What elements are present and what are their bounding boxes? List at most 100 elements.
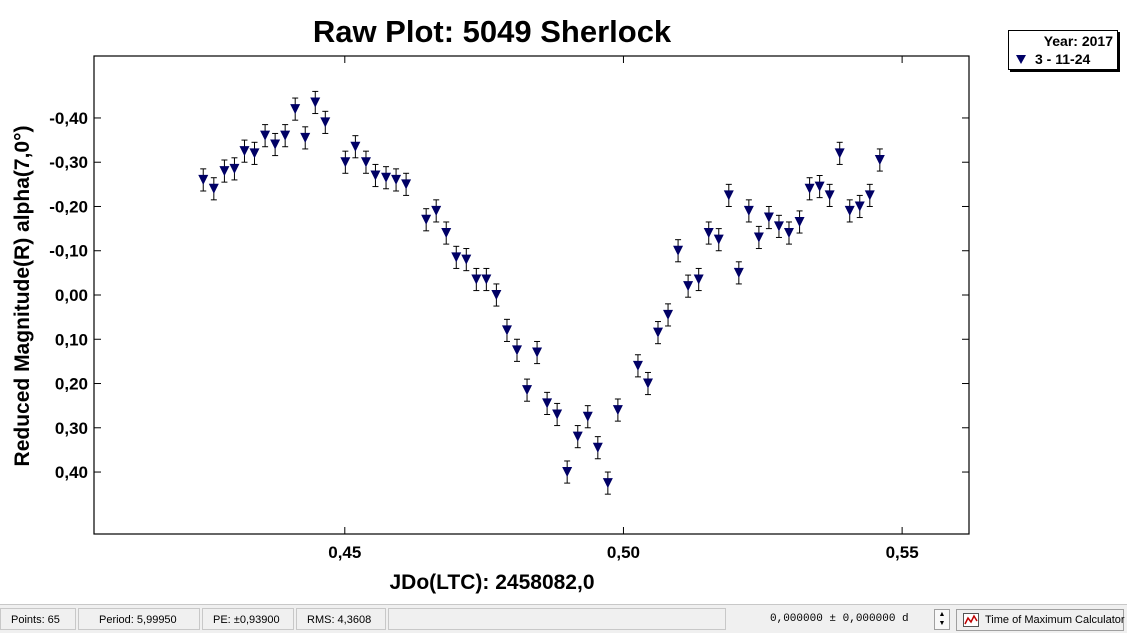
data-point [320,117,331,128]
data-point [249,148,260,159]
y-tick-label: -0,20 [49,197,88,216]
data-point [552,409,563,420]
data-point [239,146,250,157]
data-point [592,442,603,453]
data-point [693,274,704,285]
calculator-chart-icon [963,613,979,627]
y-axis: -0,40 -0,30 -0,20 -0,10 0,00 0,10 0,20 0,30 0,40 [49,109,969,482]
data-point [501,325,512,336]
data-point [804,183,815,194]
data-point [451,252,462,263]
data-point [854,201,865,212]
data-point [512,345,523,356]
status-rms: RMS: 4,3608 [296,608,386,630]
data-point [360,157,371,168]
data-point [391,174,402,185]
data-point [310,97,321,108]
status-empty-panel [388,608,726,630]
data-point [723,190,734,201]
data-point [562,467,573,478]
data-point [350,141,361,152]
status-bar: Points: 65 Period: 5,99950 PE: ±0,93900 … [0,604,1127,633]
data-point [874,155,885,166]
chart-title: Raw Plot: 5049 Sherlock [313,14,672,49]
x-tick-label: 0,55 [886,543,919,562]
y-tick-label: 0,20 [55,375,88,394]
data-point [270,139,281,150]
data-point [844,205,855,216]
y-tick-label: 0,30 [55,419,88,438]
spin-down-icon[interactable]: ▼ [938,620,946,627]
data-point [461,254,472,265]
data-point [280,130,291,141]
legend: Year: 2017 3 - 11-24 [1008,30,1118,70]
data-point [340,157,351,168]
data-point [471,274,482,285]
legend-title: Year: 2017 [1043,33,1113,49]
calculator-button-label: Time of Maximum Calculator [985,614,1125,626]
y-tick-label: 0,10 [55,330,88,349]
data-point [783,228,794,239]
data-point [864,190,875,201]
data-point [733,267,744,278]
data-point [481,274,492,285]
x-tick-label: 0,50 [607,543,640,562]
data-point [703,228,714,239]
data-point [834,148,845,159]
data-point [198,174,209,185]
data-point [794,216,805,227]
data-point [421,214,432,225]
x-axis-label: JDo(LTC): 2458082,0 [389,571,594,594]
plot-area [93,55,970,535]
data-point [401,179,412,190]
data-point [763,212,774,223]
data-point [542,398,553,409]
data-point [632,360,643,371]
time-of-maximum-value: 0,000000 ± 0,000000 d [770,613,909,625]
data-point [300,132,311,143]
x-axis: 0,45 0,50 0,55 [328,56,919,562]
status-pe: PE: ±0,93900 [202,608,294,630]
status-period: Period: 5,99950 [78,608,200,630]
data-point [824,190,835,201]
data-point [683,281,694,292]
data-point [582,411,593,422]
data-point [743,205,754,216]
y-tick-label: -0,10 [49,242,88,261]
legend-marker-icon [1016,55,1026,64]
data-point [522,385,533,396]
data-point [219,166,230,177]
time-spinner[interactable]: ▲ ▼ [934,609,950,630]
data-point [814,181,825,192]
spin-up-icon[interactable]: ▲ [938,611,946,618]
data-point [290,104,301,115]
data-point [260,130,271,141]
data-point [602,478,613,489]
x-tick-label: 0,45 [328,543,361,562]
status-points: Points: 65 [0,608,76,630]
data-point [441,228,452,239]
data-point [491,290,502,300]
data-point [753,232,764,243]
data-point [653,327,664,338]
data-point [381,172,392,183]
data-point [673,245,684,256]
data-point [532,347,543,358]
data-point [208,183,219,194]
data-series [198,90,885,495]
legend-series-label: 3 - 11-24 [1035,51,1091,67]
data-point [229,163,240,174]
data-point [663,309,674,320]
data-point [370,170,381,181]
y-axis-label: Reduced Magnitude(R) alpha(7,0°) [11,126,34,467]
y-tick-label: -0,30 [49,153,88,172]
y-tick-label: -0,40 [49,109,88,128]
data-point [773,221,784,232]
data-point [612,405,623,416]
data-point [431,205,442,216]
time-of-maximum-calculator-button[interactable]: Time of Maximum Calculator [956,609,1125,631]
y-tick-label: 0,00 [55,286,88,305]
data-point [572,431,583,442]
y-tick-label: 0,40 [55,463,88,482]
data-point [713,234,724,245]
